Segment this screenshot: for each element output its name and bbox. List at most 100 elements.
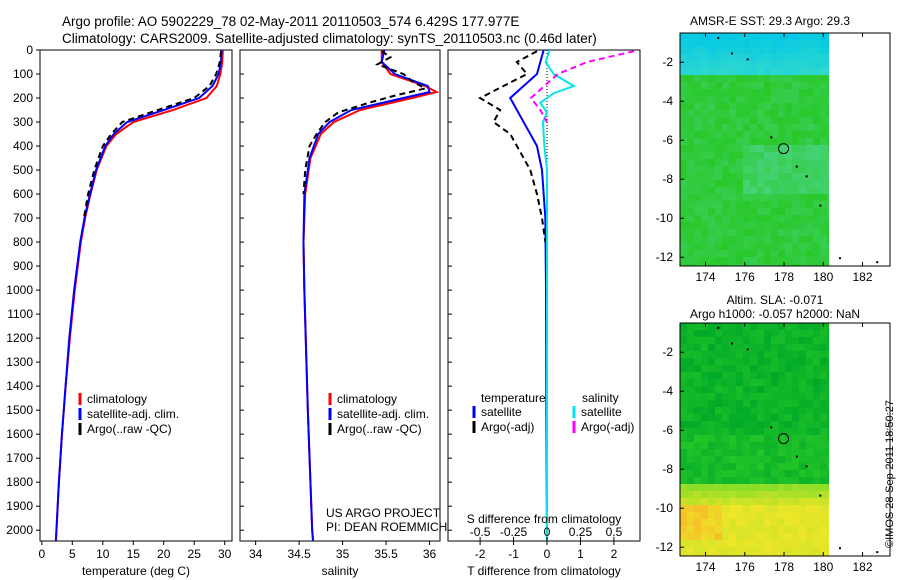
map-cell (813, 187, 820, 194)
map-cell (778, 250, 785, 257)
x-tick-label: 15 (127, 547, 141, 561)
map-cell (680, 456, 687, 463)
map-cell (722, 54, 729, 61)
map-cell (799, 166, 806, 173)
map-cell (778, 187, 785, 194)
map-cell (729, 257, 736, 264)
map-cell (757, 131, 764, 138)
map-cell (750, 540, 757, 547)
map-cell (799, 526, 806, 533)
map-cell (792, 379, 799, 386)
map-cell (820, 145, 827, 152)
map-cell (687, 131, 694, 138)
map-cell (743, 498, 750, 505)
map-cell (680, 498, 687, 505)
map-cell (827, 547, 830, 554)
map-cell (764, 491, 771, 498)
map-cell (729, 117, 736, 124)
map-cell (827, 145, 830, 152)
lat-tick-label: -4 (662, 384, 673, 398)
map-cell (771, 358, 778, 365)
map-cell (813, 257, 820, 264)
map-cell (757, 330, 764, 337)
lon-tick-label: 180 (813, 270, 833, 284)
map-cell (750, 505, 757, 512)
map-cell (743, 131, 750, 138)
map-cell (806, 365, 813, 372)
difference-profile-panel: -2 -1 0 1 2T difference from climatology-0.5… (447, 49, 641, 578)
map-cell (750, 519, 757, 526)
map-cell (708, 257, 715, 264)
map-cell (722, 533, 729, 540)
map-cell (764, 110, 771, 117)
map-cell (806, 414, 813, 421)
map-cell (701, 117, 708, 124)
map-cell (792, 124, 799, 131)
map-cell (708, 344, 715, 351)
map-cell (736, 400, 743, 407)
map-cell (771, 435, 778, 442)
map-cell (708, 449, 715, 456)
map-cell (799, 131, 806, 138)
map-cell (771, 215, 778, 222)
map-cell (827, 337, 830, 344)
map-cell (715, 194, 722, 201)
map-cell (736, 330, 743, 337)
map-cell (771, 470, 778, 477)
map-cell (757, 379, 764, 386)
map-cell (736, 337, 743, 344)
map-cell (785, 222, 792, 229)
map-cell (827, 442, 830, 449)
map-cell (757, 96, 764, 103)
y-tick-label: 1100 (7, 307, 33, 321)
map-cell (820, 337, 827, 344)
map-cell (680, 540, 687, 547)
map-cell (750, 103, 757, 110)
map-cell (813, 330, 820, 337)
map-cell (715, 470, 722, 477)
map-cell (827, 358, 830, 365)
map-cell (778, 491, 785, 498)
map-cell (750, 250, 757, 257)
map-cell (771, 222, 778, 229)
map-cell (778, 463, 785, 470)
map-cell (715, 379, 722, 386)
map-cell (701, 215, 708, 222)
map-cell (764, 131, 771, 138)
map-cell (757, 456, 764, 463)
map-cell (771, 96, 778, 103)
map-cell (687, 75, 694, 82)
map-cell (715, 386, 722, 393)
map-cell (687, 519, 694, 526)
map-cell (820, 257, 827, 264)
map-cell (750, 194, 757, 201)
map-cell (715, 323, 722, 330)
lat-tick-label: -8 (662, 172, 673, 186)
lon-tick-label: 178 (774, 270, 794, 284)
map-cell (764, 526, 771, 533)
map-cell (778, 201, 785, 208)
map-cell (792, 159, 799, 166)
map-cell (715, 173, 722, 180)
map-cell (806, 386, 813, 393)
map-cell (722, 257, 729, 264)
map-cell (757, 505, 764, 512)
map-cell (715, 257, 722, 264)
map-cell (715, 421, 722, 428)
map-cell (715, 533, 722, 540)
map-cell (687, 229, 694, 236)
map-cell (813, 33, 820, 40)
map-cell (785, 498, 792, 505)
y-tick-label: 1900 (6, 499, 33, 513)
map-cell (778, 124, 785, 131)
map-cell (778, 365, 785, 372)
map-cell (771, 498, 778, 505)
map-cell (806, 208, 813, 215)
map-cell (813, 491, 820, 498)
map-cell (694, 54, 701, 61)
map-cell (750, 414, 757, 421)
map-cell (736, 89, 743, 96)
map-cell (806, 533, 813, 540)
map-cell (757, 512, 764, 519)
